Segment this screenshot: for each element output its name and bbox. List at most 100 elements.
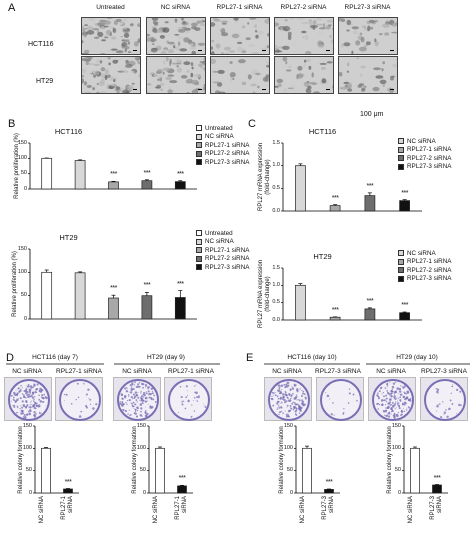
colony xyxy=(332,402,334,404)
colony xyxy=(292,401,294,403)
legend-item: RPL27-3 siRNA xyxy=(398,275,451,284)
panel-e-group-lines xyxy=(264,363,470,365)
cell xyxy=(368,26,374,30)
micrograph-texture xyxy=(339,18,397,54)
colony xyxy=(145,396,148,400)
colony xyxy=(270,398,273,400)
colony xyxy=(456,388,459,392)
colony xyxy=(131,386,133,388)
colony xyxy=(387,406,390,410)
cell xyxy=(191,50,196,54)
colony xyxy=(63,393,66,396)
cell xyxy=(328,24,332,27)
colony xyxy=(295,403,298,406)
y-tick-label: 100 xyxy=(17,268,27,275)
cell xyxy=(322,23,326,28)
cell xyxy=(266,45,269,49)
colony xyxy=(381,393,383,395)
colony xyxy=(75,398,77,401)
colony xyxy=(299,388,301,390)
plate-rim xyxy=(117,379,159,421)
colony xyxy=(30,404,31,406)
cell xyxy=(282,25,291,32)
cell xyxy=(150,36,155,39)
colony xyxy=(278,392,281,394)
colony-plate-image xyxy=(264,377,312,421)
cell xyxy=(305,34,309,41)
cell xyxy=(86,25,94,31)
cell xyxy=(347,53,350,54)
colony xyxy=(14,400,17,403)
colony xyxy=(28,395,31,398)
cell xyxy=(307,85,312,90)
colony xyxy=(141,395,144,398)
colony xyxy=(27,410,30,413)
legend-label: Untreated xyxy=(205,124,233,132)
colony xyxy=(128,409,130,411)
colony xyxy=(133,393,135,396)
cell xyxy=(179,48,188,52)
y-tick-label: 0.0 xyxy=(272,316,280,323)
colony xyxy=(290,394,293,397)
cell xyxy=(390,75,396,78)
colony xyxy=(149,393,151,395)
cell xyxy=(317,40,323,46)
colony xyxy=(348,388,351,390)
panel-e-letter: E xyxy=(246,352,254,364)
colony xyxy=(28,393,31,396)
colony xyxy=(147,403,149,405)
plate-rim xyxy=(424,379,466,421)
cell xyxy=(83,33,87,38)
colony xyxy=(443,413,445,415)
colony xyxy=(395,381,397,383)
cell xyxy=(326,61,333,64)
colony xyxy=(26,404,29,406)
colony xyxy=(40,389,42,391)
legend-item: RPL27-1 siRNA xyxy=(196,246,249,255)
cell xyxy=(352,30,358,35)
colony xyxy=(282,412,284,414)
panel-d-group-2: HT29 (day 9) xyxy=(147,354,185,361)
cell xyxy=(127,86,134,91)
cell xyxy=(211,51,215,54)
panel-d-plate-label-1: NC siRNA xyxy=(12,368,42,375)
colony xyxy=(129,383,132,387)
cell xyxy=(212,70,218,73)
cell xyxy=(86,30,95,35)
cell xyxy=(82,68,87,73)
colony xyxy=(298,407,301,410)
bar xyxy=(155,447,165,494)
colony xyxy=(298,399,301,402)
x-category-label: RPL27-3 siRNA xyxy=(430,496,443,520)
colony xyxy=(21,386,23,388)
significance-label: *** xyxy=(366,297,374,305)
cell xyxy=(211,22,216,27)
cell xyxy=(115,50,124,54)
legend-item: RPL27-1 siRNA xyxy=(398,146,451,155)
colony-plate-svg xyxy=(59,379,101,421)
micrograph-image xyxy=(274,17,334,55)
colony xyxy=(26,413,29,416)
colony xyxy=(275,402,277,404)
colony xyxy=(386,383,389,386)
colony xyxy=(293,405,296,409)
colony xyxy=(13,405,16,408)
colony xyxy=(390,408,393,410)
cell xyxy=(240,65,248,69)
legend-swatch xyxy=(196,133,202,140)
significance-label: *** xyxy=(176,170,184,178)
cell xyxy=(241,81,247,86)
colony xyxy=(391,410,393,413)
legend-item: NC siRNA xyxy=(398,137,451,146)
legend-item: NC siRNA xyxy=(398,249,451,258)
cell xyxy=(112,27,115,33)
colony xyxy=(283,401,287,404)
cell xyxy=(251,51,260,54)
colony xyxy=(150,397,153,400)
colony xyxy=(195,384,197,386)
colony xyxy=(36,404,39,407)
significance-label: *** xyxy=(178,475,186,483)
cell xyxy=(159,77,162,82)
cell xyxy=(231,33,240,39)
bar xyxy=(295,165,306,212)
